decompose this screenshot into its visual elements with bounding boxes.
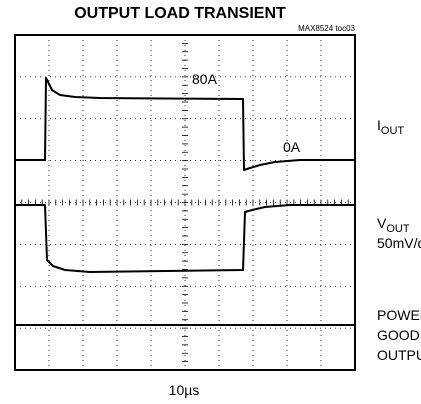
annotation: 0A xyxy=(283,139,301,155)
channel-label: OUTPUT xyxy=(377,347,421,363)
voltage-trace xyxy=(15,204,355,273)
annotation: 80A xyxy=(192,71,218,87)
channel-label: POWER- xyxy=(377,307,421,323)
channel-label: IOUT xyxy=(377,117,404,137)
time-scale: 10µs xyxy=(169,382,200,398)
title: OUTPUT LOAD TRANSIENT xyxy=(74,5,286,22)
graticule xyxy=(15,35,355,370)
channel-scale: 50mV/div xyxy=(377,235,421,251)
screen-frame xyxy=(14,34,356,371)
current-trace xyxy=(15,77,355,171)
channel-label: GOOD xyxy=(377,327,420,343)
channel-label: VOUT xyxy=(377,215,410,235)
figure-id: MAX8524 toc03 xyxy=(298,24,355,33)
